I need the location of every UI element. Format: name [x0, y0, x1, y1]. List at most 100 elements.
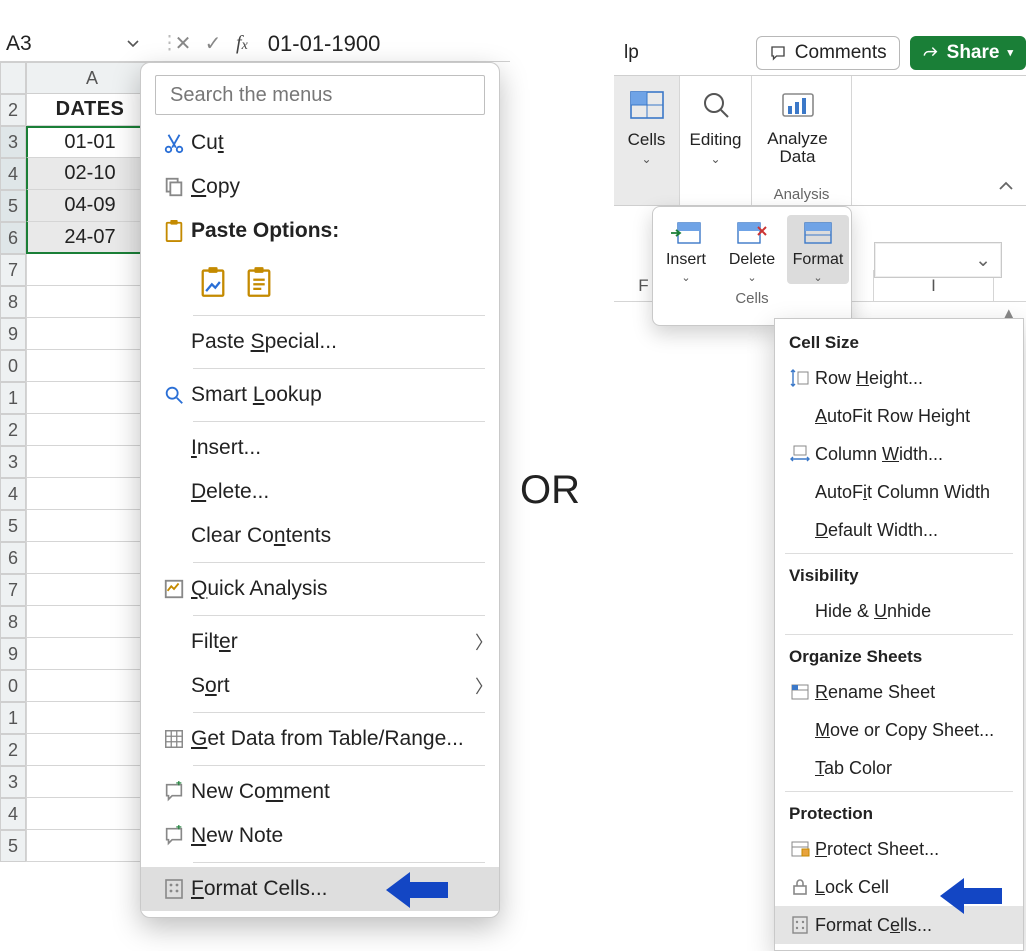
fmt-column-width[interactable]: Column Width... — [775, 435, 1023, 473]
ctx-delete[interactable]: Delete... — [141, 470, 499, 514]
fmt-label: Rename Sheet — [815, 682, 935, 703]
cell[interactable]: 24-07 — [26, 222, 158, 254]
row-header[interactable]: 7 — [0, 574, 26, 606]
ctx-copy[interactable]: Copy — [141, 165, 499, 209]
ctx-clear-contents[interactable]: Clear Contents — [141, 514, 499, 558]
ctx-filter[interactable]: Filter 〉 — [141, 620, 499, 664]
ctx-smart-lookup[interactable]: Smart Lookup — [141, 373, 499, 417]
fmt-move-copy[interactable]: Move or Copy Sheet... — [775, 711, 1023, 749]
enter-formula-icon[interactable]: ✓ — [198, 31, 228, 56]
cancel-formula-icon[interactable]: ✕ — [168, 31, 198, 56]
ribbon-collapse-icon[interactable] — [996, 177, 1016, 197]
row-header[interactable]: 6 — [0, 542, 26, 574]
help-tab[interactable]: lp — [624, 42, 639, 64]
note-icon: + — [157, 825, 191, 847]
ctx-get-data[interactable]: Get Data from Table/Range... — [141, 717, 499, 761]
divider — [193, 315, 485, 316]
flyout-format-button[interactable]: Format ⌄ — [787, 215, 849, 284]
styles-dropdown[interactable]: ⌄ — [874, 242, 1002, 278]
paste-option-default-icon[interactable] — [199, 266, 227, 298]
cell[interactable] — [26, 734, 158, 766]
comments-button[interactable]: Comments — [756, 36, 900, 70]
name-box[interactable]: A3 — [0, 32, 126, 56]
search-menus-input[interactable]: Search the menus — [155, 75, 485, 115]
cell[interactable]: 02-10 — [26, 158, 158, 190]
fx-icon[interactable]: fx — [228, 32, 256, 55]
fmt-rename-sheet[interactable]: Rename Sheet — [775, 673, 1023, 711]
quick-analysis-icon — [157, 578, 191, 600]
cell-value: 04-09 — [64, 194, 115, 217]
select-all-corner[interactable] — [0, 62, 26, 94]
row-header[interactable]: 9 — [0, 638, 26, 670]
ctx-paste-special[interactable]: Paste Special... — [141, 320, 499, 364]
cell[interactable] — [26, 574, 158, 606]
ribbon-editing-button[interactable]: Editing ⌄ — [680, 76, 752, 205]
ribbon-analyze-data-button[interactable]: AnalyzeData Analysis — [752, 76, 852, 205]
row-header[interactable]: 4 — [0, 158, 26, 190]
ctx-insert[interactable]: Insert... — [141, 426, 499, 470]
row-header[interactable]: 4 — [0, 798, 26, 830]
cell[interactable] — [26, 254, 158, 286]
name-box-dropdown-icon[interactable] — [126, 37, 160, 51]
ctx-quick-analysis[interactable]: Quick Analysis — [141, 567, 499, 611]
row-header[interactable]: 5 — [0, 830, 26, 862]
cell[interactable] — [26, 798, 158, 830]
fmt-protect-sheet[interactable]: Protect Sheet... — [775, 830, 1023, 868]
cell[interactable] — [26, 542, 158, 574]
row-header[interactable]: 1 — [0, 702, 26, 734]
cell[interactable] — [26, 478, 158, 510]
row-header[interactable]: 2 — [0, 734, 26, 766]
cell[interactable] — [26, 414, 158, 446]
row-header[interactable]: 0 — [0, 350, 26, 382]
paste-option-values-icon[interactable] — [245, 266, 273, 298]
fmt-hide-unhide[interactable]: Hide & Unhide — [775, 592, 1023, 630]
fmt-autofit-row-height[interactable]: AutoFit Row Height — [775, 397, 1023, 435]
row-header[interactable]: 1 — [0, 382, 26, 414]
row-header[interactable]: 0 — [0, 670, 26, 702]
formula-value[interactable]: 01-01-1900 — [256, 31, 381, 57]
cell[interactable] — [26, 766, 158, 798]
cell[interactable] — [26, 830, 158, 862]
row-header[interactable]: 9 — [0, 318, 26, 350]
cell[interactable] — [26, 606, 158, 638]
row-header[interactable]: 8 — [0, 286, 26, 318]
cell-header[interactable]: DATES — [26, 94, 158, 126]
row-header[interactable]: 4 — [0, 478, 26, 510]
row-header[interactable]: 5 — [0, 190, 26, 222]
row-header[interactable]: 2 — [0, 414, 26, 446]
ribbon-cells-button[interactable]: Cells ⌄ — [614, 76, 680, 205]
cell[interactable]: 04-09 — [26, 190, 158, 222]
cell[interactable] — [26, 638, 158, 670]
row-header[interactable]: 7 — [0, 254, 26, 286]
share-button[interactable]: Share ▾ — [910, 36, 1026, 70]
row-header[interactable]: 8 — [0, 606, 26, 638]
ctx-sort[interactable]: Sort 〉 — [141, 664, 499, 708]
cell[interactable] — [26, 286, 158, 318]
row-header[interactable]: 3 — [0, 126, 26, 158]
cell[interactable] — [26, 382, 158, 414]
cell[interactable] — [26, 350, 158, 382]
cell[interactable] — [26, 318, 158, 350]
fmt-autofit-col-width[interactable]: AutoFit Column Width — [775, 473, 1023, 511]
format-cells-icon — [157, 878, 191, 900]
fmt-row-height[interactable]: Row Height... — [775, 359, 1023, 397]
row-header[interactable]: 6 — [0, 222, 26, 254]
row-header[interactable]: 3 — [0, 446, 26, 478]
fmt-default-width[interactable]: Default Width... — [775, 511, 1023, 549]
ctx-new-note[interactable]: + New Note — [141, 814, 499, 858]
ctx-label: Quick Analysis — [191, 577, 499, 601]
flyout-insert-button[interactable]: Insert ⌄ — [655, 215, 717, 284]
ctx-cut[interactable]: Cut — [141, 121, 499, 165]
row-header[interactable]: 3 — [0, 766, 26, 798]
row-header[interactable]: 5 — [0, 510, 26, 542]
cell[interactable]: 01-01 — [26, 126, 158, 158]
cell[interactable] — [26, 446, 158, 478]
ctx-new-comment[interactable]: + New Comment — [141, 770, 499, 814]
cell[interactable] — [26, 670, 158, 702]
column-header-a[interactable]: A — [26, 62, 158, 94]
fmt-tab-color[interactable]: Tab Color — [775, 749, 1023, 787]
cell[interactable] — [26, 510, 158, 542]
cell[interactable] — [26, 702, 158, 734]
flyout-delete-button[interactable]: Delete ⌄ — [721, 215, 783, 284]
row-header[interactable]: 2 — [0, 94, 26, 126]
